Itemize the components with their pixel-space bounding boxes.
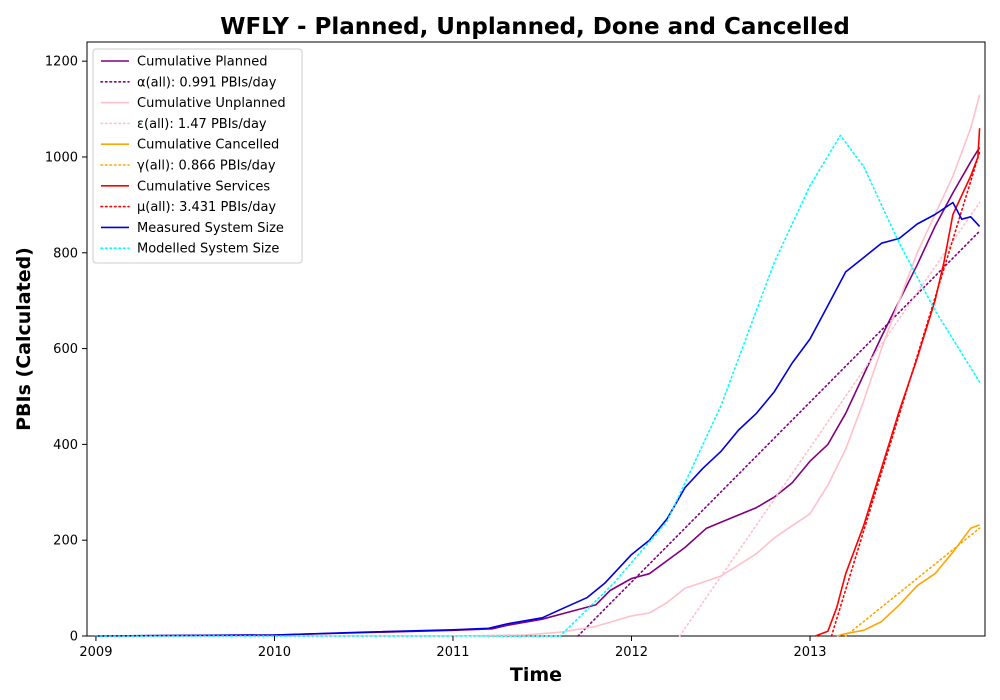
chart-title: WFLY - Planned, Unplanned, Done and Canc…: [220, 14, 850, 40]
series-line-all-0-866-pbis-day: [844, 527, 981, 637]
series-line-cumulative-services: [815, 128, 981, 637]
y-tick-label-1000: 1000: [45, 150, 78, 165]
plot-frame: [86, 41, 986, 637]
series-line-all-1-47-pbis-day: [678, 201, 981, 637]
legend-label-all-0-991-pbis-day: α(all): 0.991 PBIs/day: [137, 75, 277, 90]
series-line-cumulative-planned: [95, 146, 981, 637]
y-tick-label-1200: 1200: [45, 55, 78, 70]
y-tick-label-200: 200: [53, 534, 78, 549]
y-tick-label-400: 400: [53, 438, 78, 453]
legend-label-cumulative-unplanned: Cumulative Unplanned: [137, 96, 286, 111]
legend-label-modelled-system-size: Modelled System Size: [137, 242, 279, 257]
x-tick-label-2011: 2011: [436, 645, 469, 660]
y-tick-label-0: 0: [70, 630, 78, 645]
legend-label-cumulative-cancelled: Cumulative Cancelled: [137, 138, 279, 153]
legend-frame: [92, 48, 303, 264]
legend-label-all-0-866-pbis-day: γ(all): 0.866 PBIs/day: [137, 159, 276, 174]
x-tick-label-2012: 2012: [615, 645, 648, 660]
series-line-measured-system-size: [95, 201, 981, 637]
series-line-all-0-991-pbis-day: [577, 230, 981, 637]
y-tick-label-600: 600: [53, 342, 78, 357]
series-line-modelled-system-size: [95, 134, 981, 637]
x-axis-label: Time: [510, 664, 562, 686]
series-line-cumulative-cancelled: [836, 524, 980, 637]
ticks-layer: 2009 2010 2011 2012 2013 0 200 400 600 800 1000 120…: [45, 55, 827, 660]
x-tick-label-2013: 2013: [793, 645, 826, 660]
y-tick-label-800: 800: [53, 246, 78, 261]
series-line-cumulative-unplanned: [95, 94, 981, 637]
legend: Cumulative Planned α(all): 0.991 PBIs/day…: [92, 48, 303, 264]
series-layer: [95, 94, 981, 637]
legend-label-all-1-47-pbis-day: ε(all): 1.47 PBIs/day: [137, 117, 267, 132]
x-tick-label-2010: 2010: [258, 645, 291, 660]
legend-label-cumulative-services: Cumulative Services: [137, 179, 270, 194]
y-axis-label: PBIs (Calculated): [13, 247, 35, 431]
x-tick-label-2009: 2009: [79, 645, 112, 660]
legend-label-measured-system-size: Measured System Size: [137, 221, 284, 236]
series-line-all-3-431-pbis-day: [830, 151, 981, 637]
legend-label-all-3-431-pbis-day: μ(all): 3.431 PBIs/day: [137, 200, 276, 215]
legend-label-cumulative-planned: Cumulative Planned: [137, 55, 267, 70]
